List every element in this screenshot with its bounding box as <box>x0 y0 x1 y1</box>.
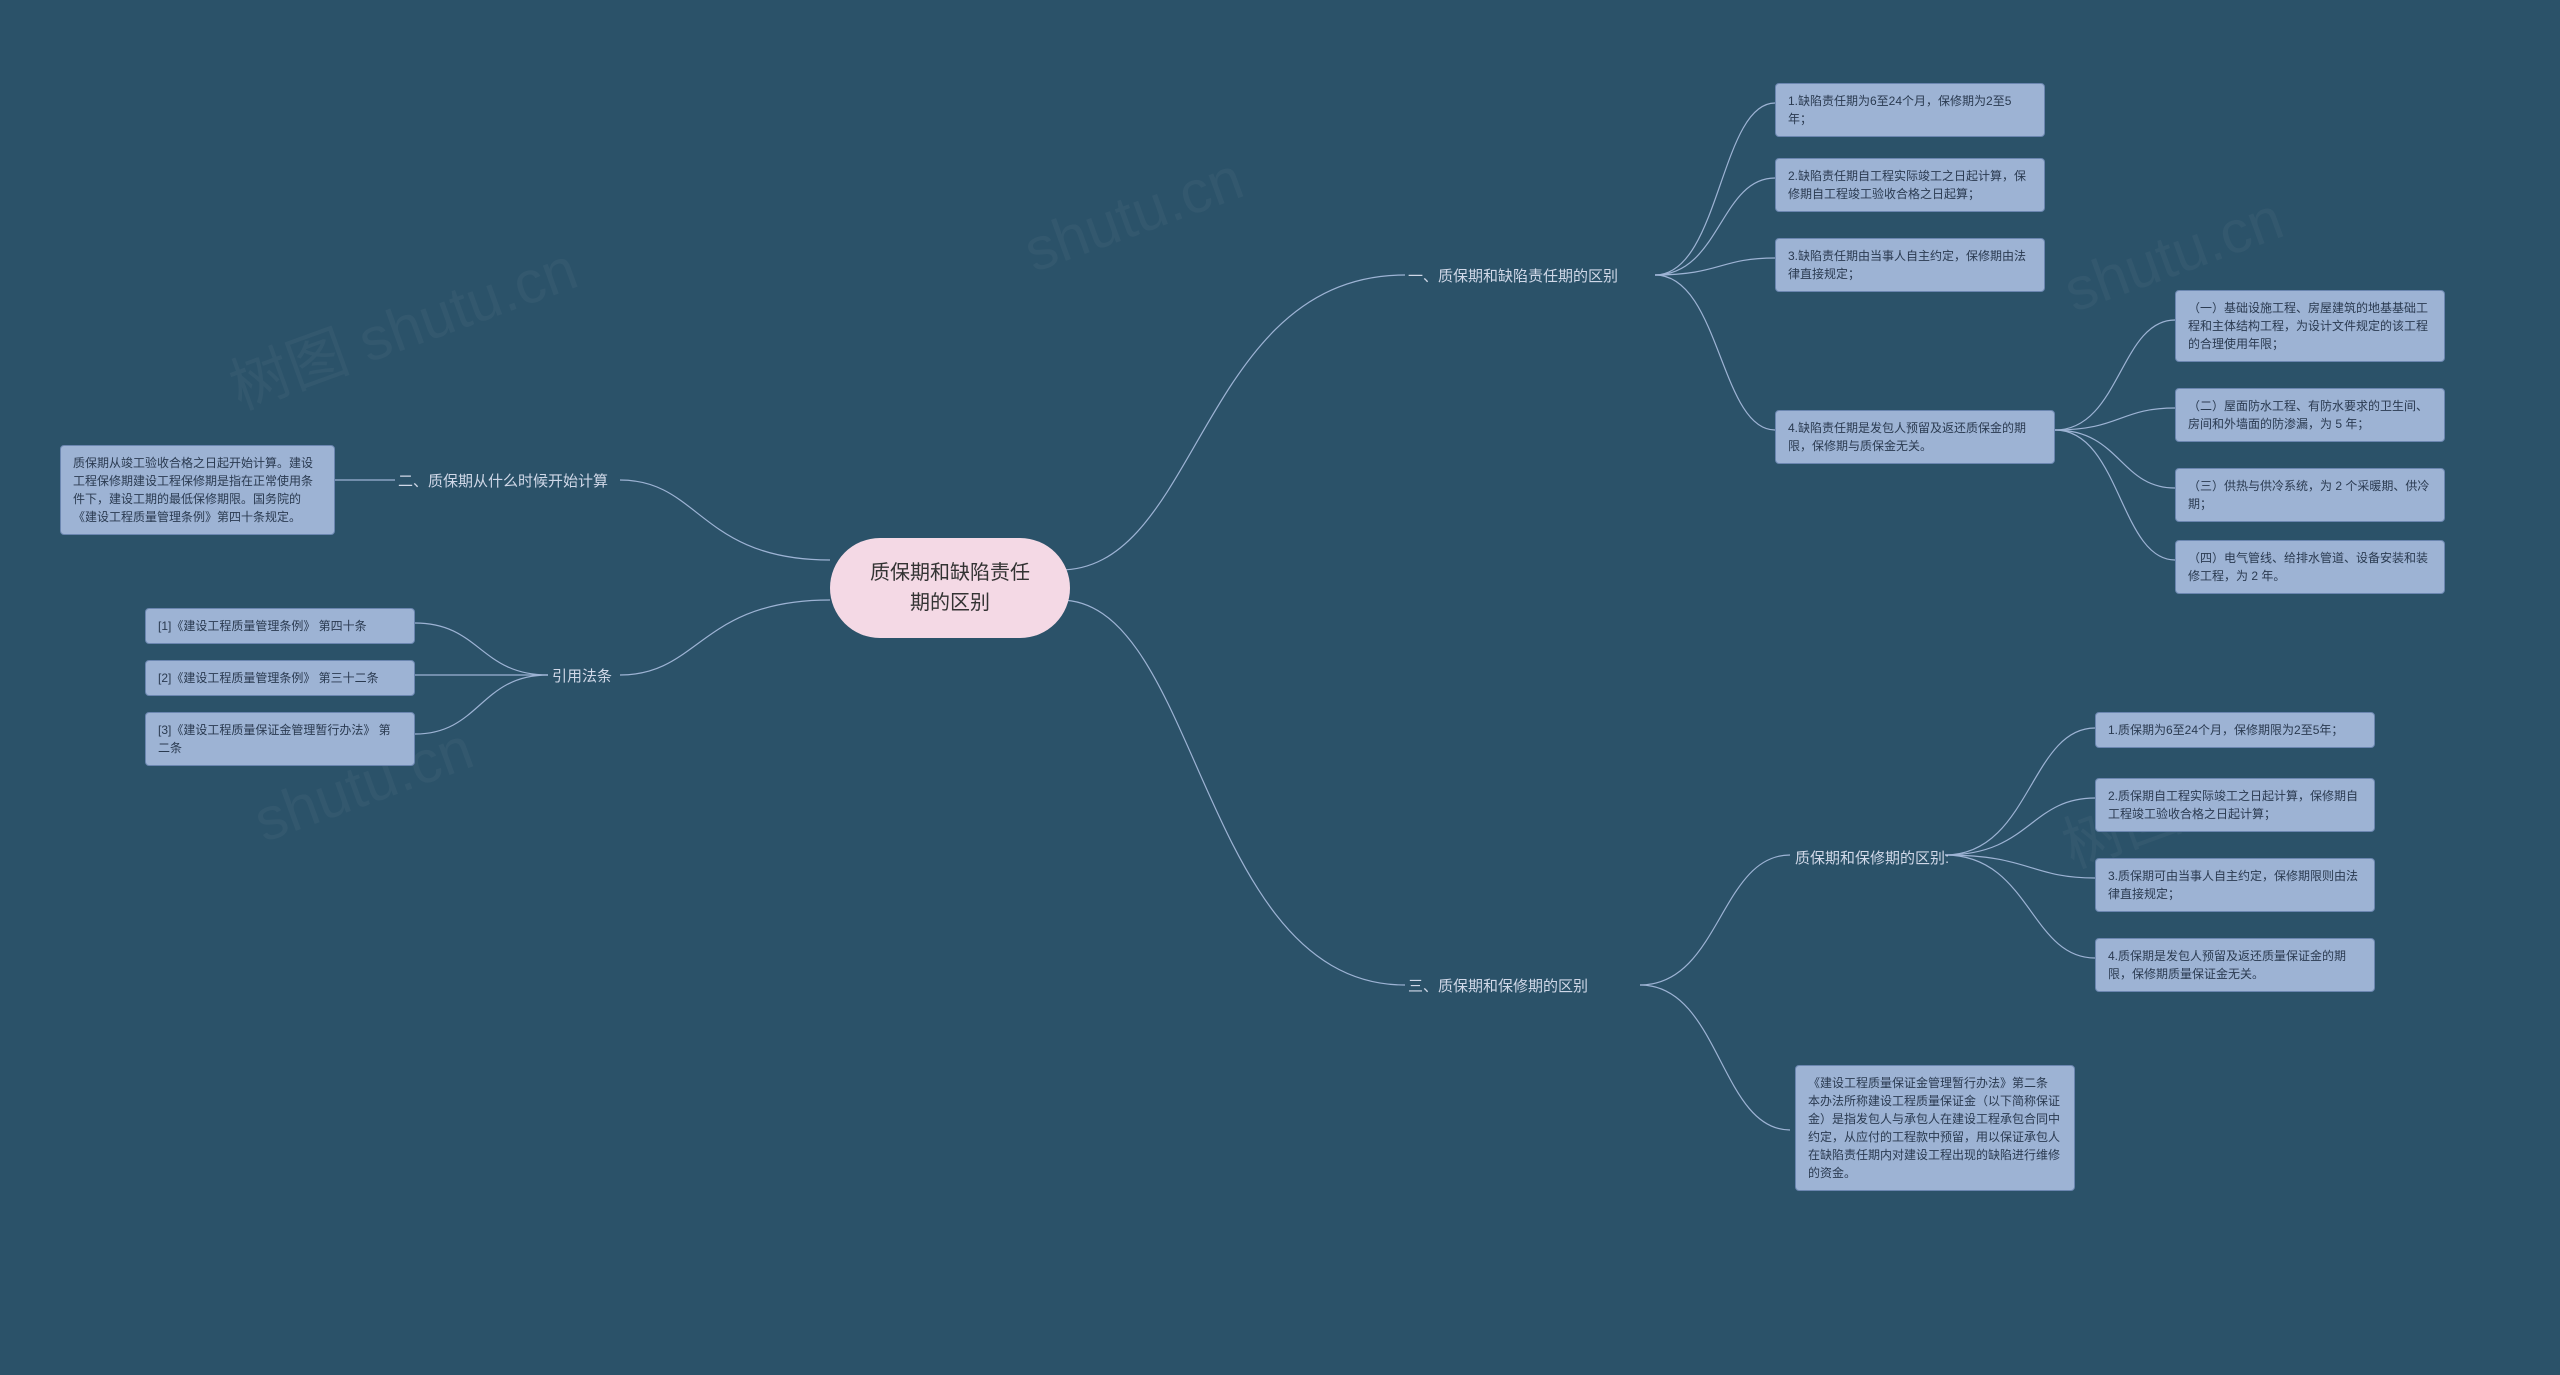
branch-l1[interactable]: 二、质保期从什么时候开始计算 <box>398 470 608 491</box>
leaf-r1d2[interactable]: （二）屋面防水工程、有防水要求的卫生间、房间和外墙面的防渗漏，为 5 年； <box>2175 388 2445 442</box>
leaf-r1d4[interactable]: （四）电气管线、给排水管道、设备安装和装修工程，为 2 年。 <box>2175 540 2445 594</box>
leaf-r1a[interactable]: 1.缺陷责任期为6至24个月，保修期为2至5年； <box>1775 83 2045 137</box>
leaf-r2b[interactable]: 《建设工程质量保证金管理暂行办法》第二条 本办法所称建设工程质量保证金（以下简称… <box>1795 1065 2075 1191</box>
leaf-l2a[interactable]: [1]《建设工程质量管理条例》 第四十条 <box>145 608 415 644</box>
leaf-r2a1[interactable]: 1.质保期为6至24个月，保修期限为2至5年； <box>2095 712 2375 748</box>
leaf-r2a4[interactable]: 4.质保期是发包人预留及返还质量保证金的期限，保修期质量保证金无关。 <box>2095 938 2375 992</box>
center-node[interactable]: 质保期和缺陷责任期的区别 <box>830 538 1070 638</box>
watermark: 树图 shutu.cn <box>216 220 587 426</box>
branch-r1[interactable]: 一、质保期和缺陷责任期的区别 <box>1408 265 1618 286</box>
leaf-r1b[interactable]: 2.缺陷责任期自工程实际竣工之日起计算，保修期自工程竣工验收合格之日起算； <box>1775 158 2045 212</box>
leaf-r1d3[interactable]: （三）供热与供冷系统，为 2 个采暖期、供冷期； <box>2175 468 2445 522</box>
leaf-l1a[interactable]: 质保期从竣工验收合格之日起开始计算。建设工程保修期建设工程保修期是指在正常使用条… <box>60 445 335 535</box>
leaf-l2b[interactable]: [2]《建设工程质量管理条例》 第三十二条 <box>145 660 415 696</box>
leaf-r1c[interactable]: 3.缺陷责任期由当事人自主约定，保修期由法律直接规定； <box>1775 238 2045 292</box>
watermark: shutu.cn <box>1015 143 1252 285</box>
leaf-r1d1[interactable]: （一）基础设施工程、房屋建筑的地基基础工程和主体结构工程，为设计文件规定的该工程… <box>2175 290 2445 362</box>
leaf-r1d[interactable]: 4.缺陷责任期是发包人预留及返还质保金的期限，保修期与质保金无关。 <box>1775 410 2055 464</box>
branch-r2a[interactable]: 质保期和保修期的区别: <box>1795 847 1949 868</box>
leaf-r2a3[interactable]: 3.质保期可由当事人自主约定，保修期限则由法律直接规定； <box>2095 858 2375 912</box>
leaf-r2a2[interactable]: 2.质保期自工程实际竣工之日起计算，保修期自工程竣工验收合格之日起计算； <box>2095 778 2375 832</box>
leaf-l2c[interactable]: [3]《建设工程质量保证金管理暂行办法》 第二条 <box>145 712 415 766</box>
branch-r2[interactable]: 三、质保期和保修期的区别 <box>1408 975 1588 996</box>
branch-l2[interactable]: 引用法条 <box>552 665 612 686</box>
